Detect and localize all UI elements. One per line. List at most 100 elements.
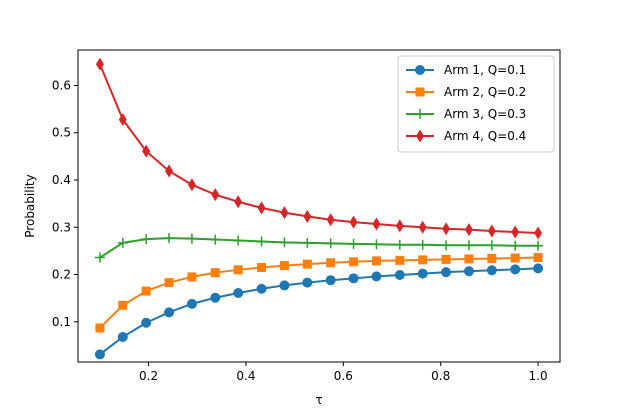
data-point bbox=[210, 234, 221, 245]
x-tick-label: 0.8 bbox=[431, 369, 450, 383]
series-3 bbox=[94, 233, 544, 263]
data-point bbox=[279, 280, 290, 291]
x-axis-label: τ bbox=[315, 393, 322, 407]
series-4 bbox=[95, 57, 543, 240]
y-axis-label: Probability bbox=[23, 174, 37, 237]
data-point bbox=[348, 238, 359, 249]
x-tick-label: 1.0 bbox=[529, 369, 548, 383]
data-point bbox=[210, 268, 220, 278]
legend-item: Arm 1, Q=0.1 bbox=[406, 63, 526, 77]
y-tick-label: 0.3 bbox=[52, 220, 71, 234]
data-point bbox=[510, 264, 521, 275]
data-point bbox=[186, 298, 197, 309]
data-point bbox=[486, 240, 497, 251]
data-point bbox=[487, 253, 497, 263]
legend-label: Arm 4, Q=0.4 bbox=[444, 129, 526, 143]
data-point bbox=[511, 225, 520, 239]
data-point bbox=[534, 226, 543, 240]
series-2 bbox=[95, 253, 543, 333]
data-point bbox=[94, 349, 105, 360]
data-point bbox=[164, 307, 175, 318]
data-point bbox=[141, 234, 152, 245]
legend: Arm 1, Q=0.1 Arm 2, Q=0.2 Arm 3, Q=0.3 Arm … bbox=[397, 55, 555, 153]
data-point bbox=[279, 261, 289, 271]
data-point bbox=[442, 222, 451, 236]
data-point bbox=[257, 262, 267, 272]
y-axis: 0.1 0.2 0.3 0.4 0.5 0.6 bbox=[52, 78, 78, 329]
legend-marker bbox=[416, 129, 424, 143]
legend-marker bbox=[415, 109, 425, 119]
data-point bbox=[325, 238, 336, 249]
legend-item: Arm 3, Q=0.3 bbox=[406, 107, 526, 121]
data-point bbox=[349, 215, 358, 229]
x-axis: 0.2 0.4 0.6 0.8 1.0 bbox=[139, 362, 548, 383]
data-point bbox=[395, 219, 404, 233]
data-point bbox=[533, 263, 544, 274]
data-point bbox=[211, 188, 220, 202]
data-point bbox=[325, 275, 336, 286]
data-point bbox=[210, 292, 221, 303]
data-point bbox=[279, 237, 290, 248]
data-point bbox=[118, 112, 127, 126]
data-point bbox=[372, 217, 381, 231]
data-point bbox=[486, 265, 497, 276]
x-tick-label: 0.6 bbox=[334, 369, 353, 383]
data-point bbox=[95, 323, 105, 333]
data-point bbox=[326, 258, 336, 268]
data-point bbox=[441, 240, 452, 251]
y-tick-label: 0.1 bbox=[52, 315, 71, 329]
data-point bbox=[234, 195, 243, 209]
data-point bbox=[187, 178, 196, 192]
data-point bbox=[256, 236, 267, 247]
y-tick-label: 0.5 bbox=[52, 126, 71, 140]
data-point bbox=[510, 240, 521, 251]
legend-box bbox=[397, 55, 555, 153]
data-point bbox=[141, 286, 151, 296]
data-point bbox=[256, 283, 267, 294]
series-layer bbox=[94, 57, 544, 360]
data-point bbox=[186, 233, 197, 244]
data-point bbox=[257, 201, 266, 215]
data-point bbox=[533, 240, 544, 251]
data-point bbox=[117, 331, 128, 342]
data-point bbox=[417, 239, 428, 250]
data-point bbox=[118, 300, 128, 310]
data-point bbox=[371, 271, 382, 282]
data-point bbox=[394, 239, 405, 250]
data-point bbox=[94, 252, 105, 263]
y-tick-label: 0.2 bbox=[52, 268, 71, 282]
legend-label: Arm 1, Q=0.1 bbox=[444, 63, 526, 77]
data-point bbox=[371, 239, 382, 250]
data-point bbox=[441, 254, 451, 264]
data-point bbox=[326, 213, 335, 227]
legend-marker bbox=[415, 87, 425, 97]
data-point bbox=[533, 253, 543, 263]
data-point bbox=[164, 278, 174, 288]
data-point bbox=[441, 267, 452, 278]
data-point bbox=[394, 270, 405, 281]
data-point bbox=[117, 237, 128, 248]
data-point bbox=[348, 273, 359, 284]
data-point bbox=[463, 240, 474, 251]
data-point bbox=[187, 272, 197, 282]
data-point bbox=[302, 277, 313, 288]
x-tick-label: 0.4 bbox=[236, 369, 255, 383]
data-point bbox=[349, 257, 359, 267]
data-point bbox=[395, 255, 405, 265]
y-tick-label: 0.4 bbox=[52, 173, 71, 187]
data-point bbox=[233, 235, 244, 246]
legend-label: Arm 3, Q=0.3 bbox=[444, 107, 526, 121]
legend-marker bbox=[415, 65, 425, 75]
data-point bbox=[463, 266, 474, 277]
plot-frame bbox=[77, 49, 561, 363]
data-point bbox=[280, 206, 289, 220]
data-point bbox=[510, 253, 520, 263]
data-point bbox=[418, 220, 427, 234]
series-1 bbox=[94, 263, 544, 360]
data-point bbox=[371, 256, 381, 266]
data-point bbox=[303, 209, 312, 223]
data-point bbox=[141, 317, 152, 328]
data-point bbox=[302, 259, 312, 269]
